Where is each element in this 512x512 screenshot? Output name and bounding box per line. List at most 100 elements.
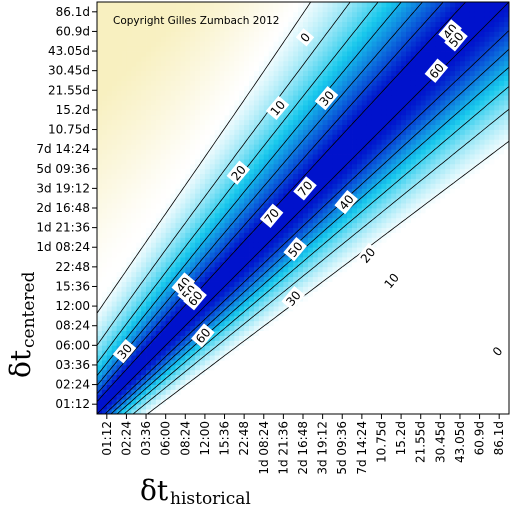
heatmap-cell [253, 119, 260, 126]
heatmap-cell [381, 41, 387, 47]
heatmap-cell [190, 11, 196, 18]
heatmap-cell [356, 409, 363, 414]
heatmap-cell [224, 227, 230, 233]
heatmap-cell [131, 31, 137, 37]
heatmap-cell [371, 193, 377, 199]
heatmap-cell [278, 80, 284, 86]
heatmap-cell [214, 75, 221, 81]
heatmap-cell [234, 203, 240, 209]
heatmap-cell [106, 227, 113, 233]
heatmap-cell [278, 311, 284, 317]
heatmap-cell [293, 178, 299, 184]
heatmap-cell [337, 261, 343, 268]
heatmap-cell [101, 70, 108, 76]
heatmap-cell [106, 389, 113, 395]
heatmap-cell [175, 325, 181, 332]
heatmap-cell [371, 315, 377, 322]
heatmap-cell [322, 208, 328, 214]
heatmap-cell [312, 124, 319, 130]
heatmap-cell [141, 291, 147, 297]
heatmap-cell [322, 85, 328, 91]
heatmap-cell [352, 129, 358, 135]
heatmap-cell [258, 394, 265, 400]
heatmap-cell [116, 247, 122, 253]
heatmap-cell [283, 271, 289, 278]
heatmap-cell [361, 286, 368, 292]
heatmap-cell [97, 330, 103, 336]
heatmap-cell [293, 399, 299, 405]
heatmap-cell [229, 217, 235, 224]
heatmap-cell [204, 281, 211, 287]
heatmap-cell [200, 6, 206, 13]
heatmap-cell [273, 158, 279, 165]
heatmap-cell [126, 75, 132, 81]
heatmap-cell [366, 364, 373, 371]
heatmap-cell [332, 409, 338, 414]
heatmap-cell [258, 188, 265, 194]
heatmap-cell [170, 36, 176, 42]
heatmap-cell [180, 21, 186, 27]
heatmap-cell [278, 379, 284, 385]
heatmap-cell [307, 320, 314, 327]
heatmap-cell [106, 51, 113, 57]
heatmap-cell [352, 178, 358, 184]
heatmap-cell [185, 198, 191, 204]
heatmap-cell [366, 16, 373, 23]
heatmap-cell [106, 16, 113, 23]
heatmap-cell [317, 379, 324, 385]
heatmap-cell [288, 85, 294, 91]
heatmap-cell [185, 70, 191, 76]
heatmap-cell [342, 286, 348, 292]
heatmap-cell [327, 6, 333, 13]
heatmap-cell [170, 46, 176, 52]
heatmap-cell [141, 134, 147, 140]
heatmap-cell [204, 65, 211, 72]
heatmap-cell [376, 173, 382, 179]
heatmap-cell [209, 198, 216, 204]
heatmap-cell [219, 26, 225, 32]
heatmap-cell [165, 212, 171, 219]
heatmap-cell [253, 21, 260, 27]
heatmap-cell [283, 129, 289, 135]
heatmap-cell [111, 139, 118, 145]
heatmap-cell [381, 51, 387, 57]
heatmap-cell [376, 286, 382, 292]
heatmap-cell [155, 193, 162, 199]
heatmap-cell [332, 394, 338, 400]
heatmap-cell [170, 325, 176, 332]
heatmap-cell [288, 134, 294, 140]
heatmap-cell [376, 306, 382, 312]
heatmap-cell [303, 109, 309, 116]
heatmap-cell [293, 350, 299, 356]
heatmap-cell [170, 100, 176, 106]
heatmap-cell [170, 399, 176, 405]
heatmap-cell [180, 355, 186, 361]
heatmap-cell [317, 296, 324, 302]
heatmap-cell [224, 261, 230, 268]
heatmap-cell [278, 31, 284, 37]
heatmap-cell [253, 217, 260, 224]
heatmap-cell [322, 252, 328, 258]
heatmap-cell [352, 340, 358, 346]
heatmap-cell [155, 198, 162, 204]
heatmap-cell [190, 119, 196, 126]
heatmap-cell [337, 183, 343, 189]
heatmap-cell [356, 119, 363, 126]
heatmap-cell [141, 203, 147, 209]
heatmap-cell [258, 252, 265, 258]
heatmap-cell [160, 350, 167, 356]
heatmap-cell [141, 75, 147, 81]
heatmap-cell [239, 41, 245, 47]
heatmap-cell [249, 85, 255, 91]
heatmap-cell [214, 65, 221, 72]
heatmap-cell [150, 139, 157, 145]
heatmap-cell [293, 105, 299, 111]
heatmap-cell [234, 41, 240, 47]
heatmap-cell [376, 124, 382, 130]
heatmap-cell [258, 212, 265, 219]
heatmap-cell [185, 399, 191, 405]
heatmap-cell [366, 178, 373, 184]
heatmap-cell [239, 222, 245, 229]
heatmap-cell [121, 227, 127, 233]
heatmap-cell [366, 227, 373, 233]
